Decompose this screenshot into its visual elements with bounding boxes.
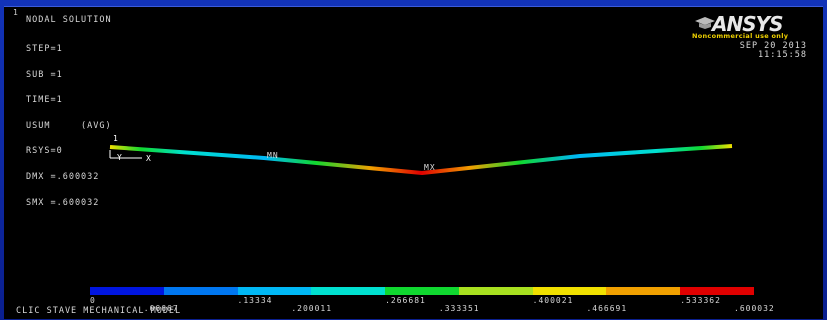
legend-color-segment bbox=[458, 287, 533, 295]
plot-title: NODAL SOLUTION bbox=[26, 15, 112, 25]
plot-time: 11:15:58 bbox=[758, 50, 807, 60]
contour-legend-ticks: 0 .13334 .266681 .400021 .533362 .06667 .20001… bbox=[4, 296, 823, 314]
legend-color-segment bbox=[90, 287, 164, 295]
legend-tick-label: .200011 bbox=[291, 304, 333, 313]
graduation-cap-icon bbox=[695, 17, 715, 29]
model-title: CLIC STAVE MECHANICAL MODEL bbox=[16, 306, 182, 316]
logo-subtext: Noncommercial use only bbox=[692, 32, 789, 40]
info-line: TIME=1 bbox=[26, 95, 63, 106]
axis-y-label: Y bbox=[117, 153, 123, 162]
legend-color-segment bbox=[606, 287, 681, 295]
legend-tick-label: .533362 bbox=[680, 296, 721, 305]
info-line: RSYS=0 bbox=[26, 146, 63, 157]
legend-color-segment bbox=[385, 287, 459, 295]
solution-info: STEP=1 SUB =1 TIME=1 USUM (AVG) RSYS=0 D… bbox=[26, 28, 112, 224]
legend-tick-label: .600032 bbox=[734, 304, 775, 313]
plot-date: SEP 20 2013 bbox=[739, 41, 807, 51]
graphics-viewport[interactable]: 1 NODAL SOLUTION STEP=1 SUB =1 TIME=1 US… bbox=[4, 6, 823, 319]
legend-color-segment bbox=[237, 287, 312, 295]
min-marker: MN bbox=[267, 151, 279, 160]
legend-tick-label: .06667 bbox=[143, 304, 179, 313]
max-marker: MX bbox=[424, 163, 436, 172]
info-line: SUB =1 bbox=[26, 69, 63, 80]
legend-tick-label: .266681 bbox=[385, 296, 426, 305]
deformed-beam-plot[interactable] bbox=[4, 7, 823, 319]
info-line: SMX =.600032 bbox=[26, 197, 100, 208]
legend-tick-label: .466691 bbox=[586, 304, 628, 313]
deformed-beam-shape bbox=[109, 144, 733, 175]
info-line: STEP=1 bbox=[26, 44, 63, 54]
contour-legend-bar bbox=[90, 287, 755, 295]
legend-color-segment bbox=[163, 287, 238, 295]
ansys-logo: ANSYS Noncommercial use only bbox=[692, 12, 812, 40]
legend-color-segment bbox=[532, 287, 607, 295]
legend-color-segment bbox=[680, 287, 755, 295]
legend-tick-label: .400021 bbox=[532, 296, 574, 305]
window-number: 1 bbox=[13, 8, 19, 17]
axis-x-label: X bbox=[146, 154, 152, 163]
legend-tick-label: .13334 bbox=[237, 296, 273, 305]
logo-text: ANSYS bbox=[712, 12, 784, 36]
node-label: 1 bbox=[113, 134, 119, 143]
info-line: DMX =.600032 bbox=[26, 171, 100, 182]
legend-color-segment bbox=[311, 287, 386, 295]
info-line: USUM (AVG) bbox=[26, 120, 112, 131]
legend-tick-label: 0 bbox=[90, 296, 96, 305]
legend-tick-label: .333351 bbox=[438, 304, 480, 313]
